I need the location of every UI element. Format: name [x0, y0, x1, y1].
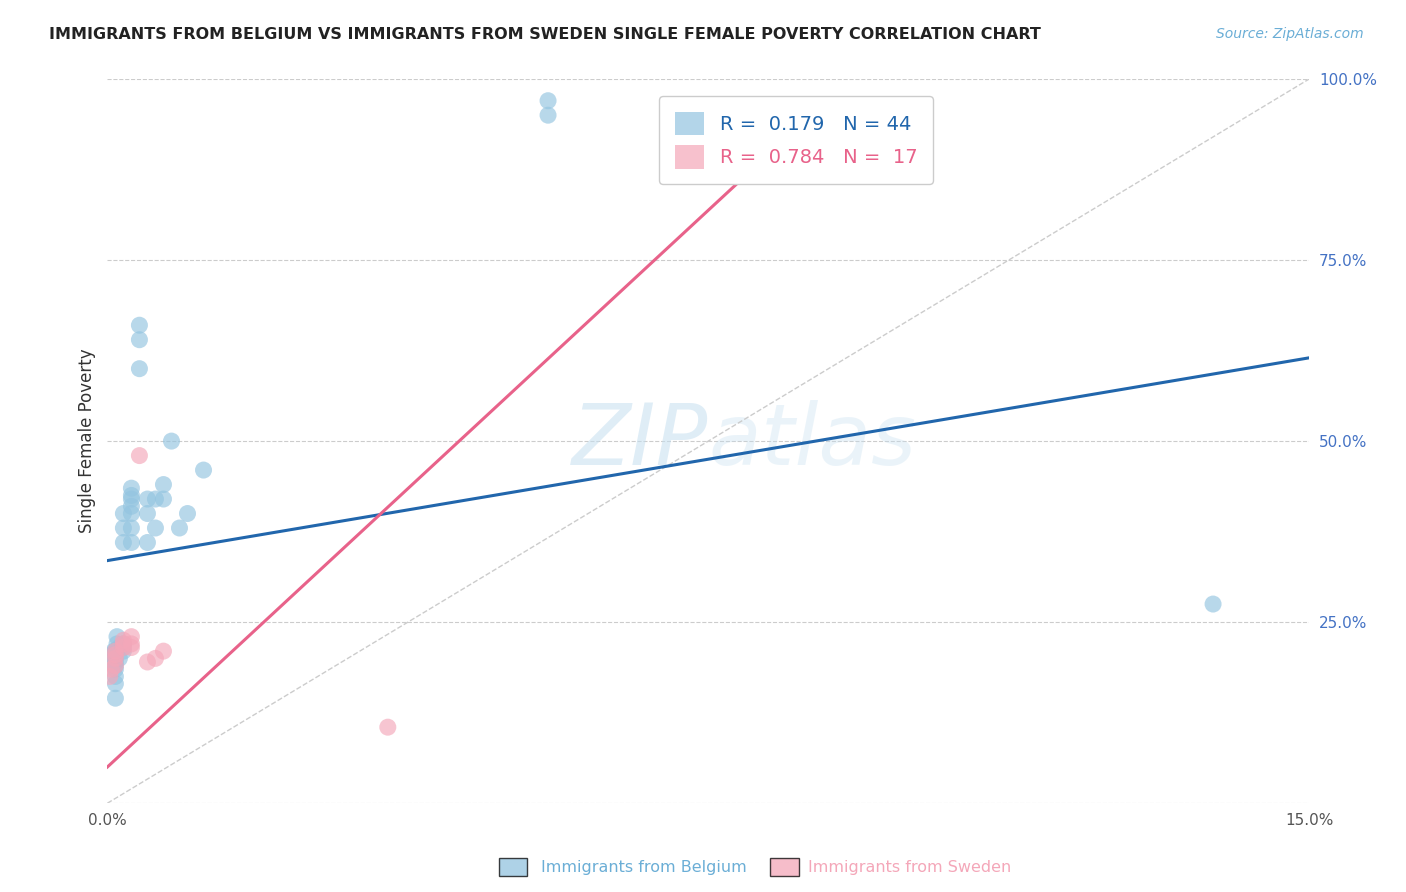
- Point: [104, 648, 127, 662]
- Point: [108, 640, 131, 655]
- Point: [120, 637, 142, 651]
- Point: [120, 535, 142, 549]
- Point: [128, 333, 150, 347]
- Point: [128, 318, 150, 333]
- Point: [136, 491, 159, 506]
- Point: [120, 630, 142, 644]
- Point: [136, 535, 159, 549]
- Point: [104, 651, 127, 665]
- Point: [108, 651, 131, 665]
- Point: [120, 507, 142, 521]
- Point: [112, 644, 135, 658]
- Point: [537, 94, 560, 108]
- Point: [145, 491, 167, 506]
- Point: [120, 488, 142, 502]
- Point: [112, 507, 135, 521]
- Point: [128, 449, 150, 463]
- Y-axis label: Single Female Poverty: Single Female Poverty: [79, 349, 96, 533]
- Point: [104, 677, 127, 691]
- Point: [377, 720, 399, 734]
- Point: [112, 640, 135, 655]
- Point: [104, 658, 127, 673]
- Point: [112, 633, 135, 648]
- Text: Source: ZipAtlas.com: Source: ZipAtlas.com: [1216, 27, 1364, 41]
- Point: [176, 507, 198, 521]
- Point: [145, 521, 167, 535]
- Point: [100, 662, 122, 676]
- Point: [169, 521, 191, 535]
- Point: [120, 500, 142, 514]
- Point: [105, 630, 128, 644]
- Point: [193, 463, 215, 477]
- Point: [104, 655, 127, 669]
- Point: [136, 655, 159, 669]
- Point: [152, 477, 174, 491]
- Point: [104, 691, 127, 706]
- Point: [152, 644, 174, 658]
- Point: [104, 669, 127, 683]
- Point: [98, 669, 121, 683]
- Point: [537, 108, 560, 122]
- Point: [1202, 597, 1225, 611]
- Point: [112, 637, 135, 651]
- Text: atlas: atlas: [709, 400, 917, 483]
- Point: [112, 637, 135, 651]
- Point: [103, 644, 125, 658]
- Point: [104, 644, 127, 658]
- Point: [104, 658, 127, 673]
- Point: [136, 507, 159, 521]
- Point: [100, 648, 122, 662]
- Point: [104, 644, 127, 658]
- Point: [120, 640, 142, 655]
- Point: [105, 637, 128, 651]
- Point: [104, 662, 127, 676]
- Point: [145, 651, 167, 665]
- Legend: R =  0.179   N = 44, R =  0.784   N =  17: R = 0.179 N = 44, R = 0.784 N = 17: [659, 96, 934, 185]
- Point: [128, 361, 150, 376]
- Point: [112, 640, 135, 655]
- Point: [112, 535, 135, 549]
- Point: [104, 651, 127, 665]
- Text: Immigrants from Sweden: Immigrants from Sweden: [808, 860, 1012, 874]
- Text: ZIP: ZIP: [572, 400, 709, 483]
- Point: [120, 491, 142, 506]
- Point: [120, 481, 142, 495]
- Text: Immigrants from Belgium: Immigrants from Belgium: [541, 860, 747, 874]
- Point: [120, 521, 142, 535]
- Point: [152, 491, 174, 506]
- Point: [160, 434, 183, 449]
- Text: IMMIGRANTS FROM BELGIUM VS IMMIGRANTS FROM SWEDEN SINGLE FEMALE POVERTY CORRELAT: IMMIGRANTS FROM BELGIUM VS IMMIGRANTS FR…: [49, 27, 1040, 42]
- Point: [112, 521, 135, 535]
